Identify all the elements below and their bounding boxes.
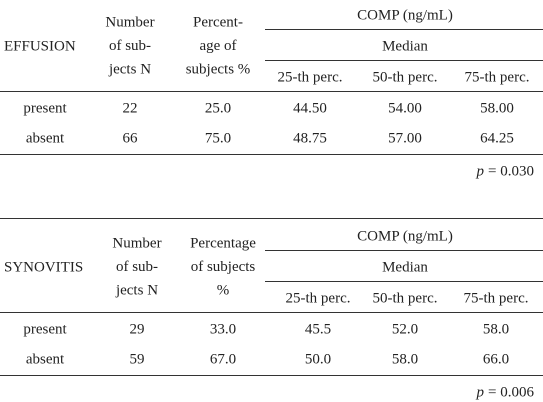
cell: 22 (123, 100, 138, 116)
cell: 25.0 (205, 100, 231, 116)
cell: 52.0 (392, 321, 418, 337)
percentile-header: 50-th perc. (373, 69, 438, 85)
cell: 54.00 (388, 100, 422, 116)
percentile-header: 25-th perc. (278, 69, 343, 85)
p-value: = 0.030 (488, 163, 534, 179)
cell: 58.00 (480, 100, 514, 116)
cell: 44.50 (293, 100, 327, 116)
column-header: Percent- (193, 14, 243, 30)
cell: 58.0 (483, 321, 509, 337)
column-header: Number (112, 235, 161, 251)
p-symbol: p (476, 384, 485, 400)
cell: 29 (130, 321, 145, 337)
cell: 58.0 (392, 351, 418, 367)
column-header: of sub- (116, 259, 158, 275)
percentile-header: 75-th perc. (465, 69, 530, 85)
row-label: absent (26, 351, 65, 367)
cell: 57.00 (388, 130, 422, 146)
column-header: of sub- (109, 38, 151, 54)
row-label: present (23, 100, 67, 116)
p-symbol: p (476, 163, 485, 179)
cell: 33.0 (210, 321, 236, 337)
cell: 59 (130, 351, 145, 367)
column-header: jects N (115, 282, 158, 298)
subgroup-header: Median (382, 259, 428, 275)
cell: 45.5 (305, 321, 331, 337)
cell: 75.0 (205, 130, 231, 146)
percentile-header: 50-th perc. (373, 290, 438, 306)
subgroup-header: Median (382, 38, 428, 54)
cell: 64.25 (480, 130, 514, 146)
column-header: of subjects (191, 259, 256, 275)
cell: 66 (123, 130, 139, 146)
column-header: Number (105, 14, 154, 30)
row-header: EFFUSION (4, 38, 76, 54)
group-header: COMP (ng/mL) (357, 228, 453, 244)
cell: 50.0 (305, 351, 331, 367)
column-header: age of (199, 38, 236, 54)
column-header: % (217, 282, 230, 298)
cell: 48.75 (293, 130, 327, 146)
p-value: = 0.006 (488, 384, 534, 400)
row-label: present (23, 321, 67, 337)
row-header: SYNOVITIS (4, 259, 83, 275)
column-header: Percentage (190, 235, 256, 251)
cell: 67.0 (210, 351, 236, 367)
column-header: jects N (108, 61, 151, 77)
column-header: subjects % (186, 61, 251, 77)
percentile-header: 75-th perc. (464, 290, 529, 306)
cell: 66.0 (483, 351, 509, 367)
group-header: COMP (ng/mL) (357, 7, 453, 23)
row-label: absent (26, 130, 65, 146)
percentile-header: 25-th perc. (286, 290, 351, 306)
